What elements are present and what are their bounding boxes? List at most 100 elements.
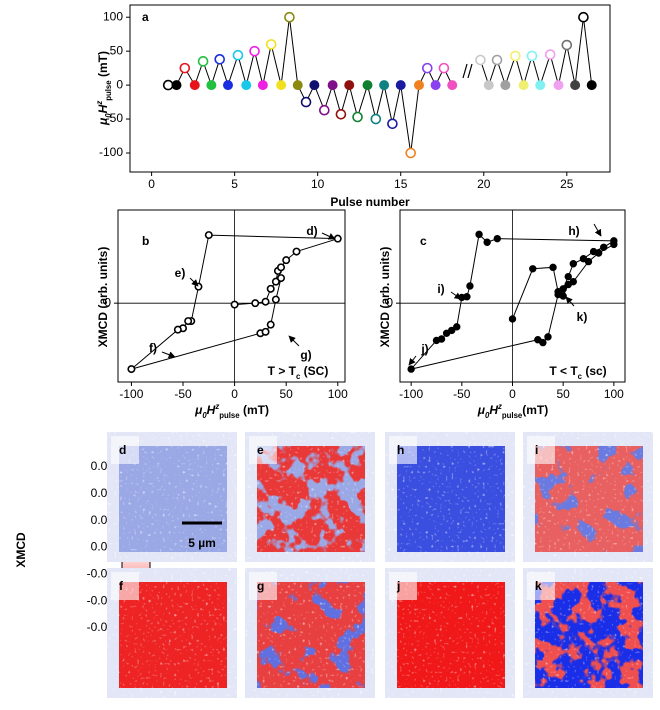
data-point xyxy=(257,80,268,91)
label-part: z xyxy=(497,402,502,411)
tile-label: j xyxy=(396,579,400,593)
colorbar-title: XMCD xyxy=(14,532,28,568)
data-point xyxy=(327,80,338,91)
label-box xyxy=(111,436,139,464)
tile-label: h xyxy=(397,443,404,457)
x-tick-label: 100 xyxy=(328,387,348,401)
label-box xyxy=(111,572,139,600)
data-point xyxy=(564,272,572,281)
data-point xyxy=(483,80,494,91)
x-tick-label: -100 xyxy=(399,387,423,401)
data-point xyxy=(127,365,136,374)
data-point xyxy=(265,39,277,50)
annotation: e) xyxy=(175,266,186,280)
data-point xyxy=(561,39,573,51)
series-line xyxy=(168,17,453,154)
y-tick-label: 0 xyxy=(116,77,123,91)
data-point xyxy=(333,234,342,243)
data-point xyxy=(284,11,295,23)
data-point xyxy=(249,45,260,57)
data-point xyxy=(271,295,280,304)
data-point xyxy=(407,365,415,373)
plot-frame xyxy=(117,209,346,383)
x-tick-label: -100 xyxy=(119,387,143,401)
tile-label: d xyxy=(119,443,126,457)
data-point xyxy=(570,80,581,91)
condition-label: T < Tc (sc) xyxy=(549,364,606,380)
data-point xyxy=(493,234,501,243)
y-tick-label: -50 xyxy=(106,111,124,125)
annotation: h) xyxy=(568,224,579,238)
y-tick-label: 0 xyxy=(386,295,393,309)
data-point xyxy=(584,257,593,266)
annotation: f) xyxy=(149,341,157,355)
data-point xyxy=(241,80,252,91)
x-tick-label: -50 xyxy=(453,387,471,401)
annotation-arrow xyxy=(593,223,602,237)
data-point xyxy=(271,277,280,286)
x-axis-label: μ0Hzpulse (mT) xyxy=(194,402,269,420)
data-point xyxy=(292,247,301,256)
data-point xyxy=(447,80,458,91)
label-box xyxy=(249,436,277,464)
data-point xyxy=(442,329,451,337)
y-axis-label: XMCD (arb. units) xyxy=(96,247,110,348)
label-part: μ xyxy=(194,403,203,417)
label-part: c xyxy=(296,372,301,381)
data-point xyxy=(508,315,517,323)
data-point xyxy=(559,292,567,300)
x-tick-label: 0 xyxy=(148,177,155,191)
x-tick-label: 20 xyxy=(477,177,491,191)
x-tick-label: 15 xyxy=(394,177,408,191)
data-point xyxy=(261,297,270,306)
data-point xyxy=(430,80,441,91)
y-tick-label: 50 xyxy=(110,43,124,57)
data-point xyxy=(230,300,239,309)
data-point xyxy=(222,80,233,91)
data-point xyxy=(189,80,200,91)
label-part: 0 xyxy=(104,113,113,118)
label-part: pulse xyxy=(502,411,523,420)
y-tick-label: 0 xyxy=(104,295,111,309)
label-part: H xyxy=(207,403,216,417)
data-point xyxy=(204,231,213,240)
data-point xyxy=(544,49,556,60)
label-part: μ xyxy=(477,403,486,417)
data-point xyxy=(276,80,287,91)
data-point xyxy=(309,80,320,91)
x-tick-label: 50 xyxy=(280,387,294,401)
data-point xyxy=(179,62,191,74)
x-tick-label: -50 xyxy=(174,387,192,401)
data-point xyxy=(379,80,390,91)
label-box xyxy=(389,572,417,600)
y-tick-label: -100 xyxy=(99,145,123,159)
x-axis-label: μ0Hzpulse(mT) xyxy=(477,402,549,420)
x-tick-label: 50 xyxy=(556,387,570,401)
data-point xyxy=(535,80,546,91)
annotation-arrow xyxy=(565,296,575,307)
x-tick-label: 25 xyxy=(560,177,574,191)
data-point xyxy=(569,277,578,286)
data-point xyxy=(594,249,603,257)
data-point xyxy=(549,263,557,272)
data-point xyxy=(475,230,483,239)
data-point xyxy=(578,11,589,23)
label-part: c xyxy=(578,372,583,381)
data-point xyxy=(600,243,608,251)
tile-label: f xyxy=(119,579,124,593)
label-part: pulse xyxy=(219,411,240,420)
data-point xyxy=(277,263,286,272)
data-point xyxy=(282,256,291,265)
x-axis-label: Pulse number xyxy=(330,195,410,209)
label-part: (SC) xyxy=(300,364,328,378)
data-point xyxy=(559,285,567,293)
y-axis-label: μ0Hzpulse (mT) xyxy=(95,51,113,126)
data-point xyxy=(539,338,547,347)
annotation: i) xyxy=(437,282,444,296)
annotation-arrow xyxy=(321,232,336,240)
tile-label: k xyxy=(535,579,542,593)
data-point xyxy=(500,80,511,91)
data-point xyxy=(362,80,373,91)
